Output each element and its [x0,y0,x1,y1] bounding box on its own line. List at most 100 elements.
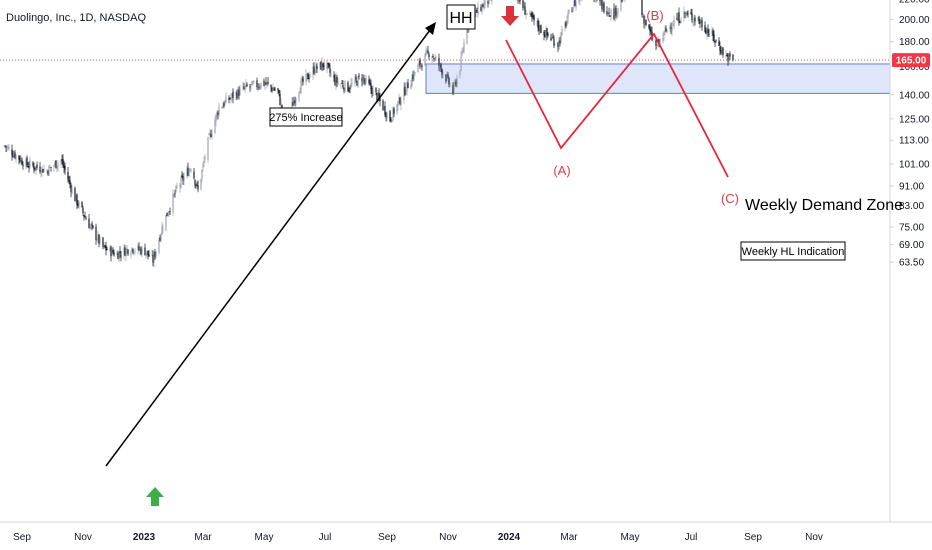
candle-body [685,14,687,16]
x-tick-label: Mar [194,532,212,543]
candle-body [447,74,449,77]
last-price-tag [892,53,930,68]
candle-body [372,88,374,96]
candle-body [553,39,555,47]
candle-body [112,249,114,253]
candle-body [89,225,91,230]
candle-body [526,13,528,15]
candle-body [606,11,608,15]
candles-series [4,0,734,268]
candle-body [6,146,8,148]
candle-body [405,92,407,94]
candle-body [20,158,22,163]
candle-body [35,166,37,170]
candle-body [566,20,568,25]
candle-body [673,19,675,27]
candle-body [418,61,420,64]
candle-body [328,63,330,67]
candle-body [378,92,380,99]
candle-body [99,237,101,243]
candle-body [665,28,667,32]
candle-body [669,25,671,30]
candle-body [375,87,377,92]
candle-body [480,6,482,11]
candle-body [396,104,398,114]
candle-body [726,54,728,57]
candle-body [193,171,195,179]
y-tick-label: 75.00 [899,223,924,234]
candle-body [277,88,279,91]
candle-body [204,157,206,160]
candle-body [229,98,231,99]
candle-body [139,248,141,251]
candle-body [8,147,10,149]
candle-body [257,86,259,90]
candle-body [144,247,146,256]
candle-body [71,188,73,194]
candle-body [274,89,276,91]
candle-body [421,65,423,67]
candle-body [658,39,660,44]
candle-body [224,100,226,105]
y-tick-label: 63.50 [899,258,924,269]
candle-body [133,252,135,254]
candle-body [301,78,303,82]
candle-body [153,253,155,264]
candle-body [575,0,577,8]
candle-body [389,110,391,121]
candle-body [649,27,651,32]
candle-body [481,4,483,12]
candle-body [137,245,139,250]
candle-body [34,167,36,170]
candle-body [715,39,717,41]
candle-body [616,12,618,15]
y-tick-label: 140.00 [899,90,930,101]
x-tick-label: Jul [685,532,698,543]
candle-body [218,106,220,115]
candle-body [132,249,134,253]
candle-body [729,53,731,57]
candle-body [572,7,574,13]
candle-body [564,22,566,29]
candle-body [83,215,85,217]
candle-body [336,76,338,83]
chart-title: Duolingo, Inc., 1D, NASDAQ [6,12,146,24]
candle-body [382,100,384,111]
candle-body [645,19,647,25]
candle-body [448,78,450,85]
candle-body [242,85,244,89]
candle-body [642,16,644,18]
candle-body [670,27,672,29]
candle-body [727,54,729,62]
candle-body [54,162,56,166]
candle-body [272,88,274,90]
candle-body [53,165,55,167]
candle-body [351,82,353,85]
candle-body [327,62,329,65]
candle-body [209,132,211,135]
candle-body [561,28,563,35]
candle-body [441,69,443,75]
candle-body [117,253,119,259]
candle-body [354,77,356,84]
candle-body [151,254,153,256]
candle-body [104,245,106,248]
candle-body [608,12,610,14]
candle-body [166,212,168,217]
candle-body [385,113,387,118]
candle-body [302,77,304,83]
candle-body [145,253,147,257]
candle-body [125,248,127,257]
candle-body [475,9,477,13]
candle-body [319,62,321,68]
candle-body [424,53,426,66]
candle-body [202,164,204,169]
candle-body [195,184,197,186]
x-tick-label: Mar [560,532,578,543]
candle-body [264,83,266,85]
candle-body [134,250,136,252]
candle-body [411,76,413,86]
candle-body [41,167,43,173]
candle-body [335,77,337,86]
